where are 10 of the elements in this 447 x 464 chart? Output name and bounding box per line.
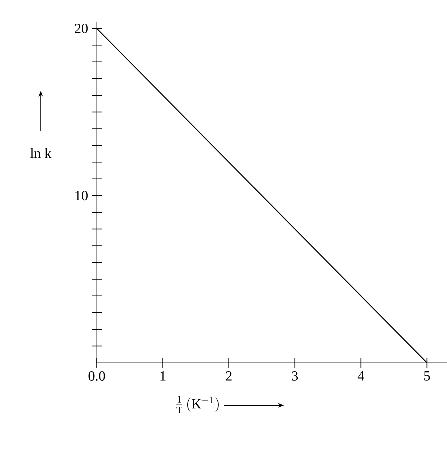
x-tick-label: 4: [358, 372, 364, 381]
y-tick-label: 20: [75, 24, 88, 34]
y-tick-label: 10: [76, 191, 88, 201]
x-tick-label: 5: [424, 372, 430, 381]
x-tick-label: 2: [226, 372, 232, 381]
y-axis-title: ln k: [30, 148, 52, 158]
x-tick-label: 1: [160, 372, 166, 381]
x-tick-label: 0.0: [88, 372, 106, 382]
x-tick-label: 3: [292, 372, 298, 381]
x-axis-title: $\frac{1}{\mathrm{T}}\,(\mathrm{K}^{-1})$: [176, 396, 219, 414]
